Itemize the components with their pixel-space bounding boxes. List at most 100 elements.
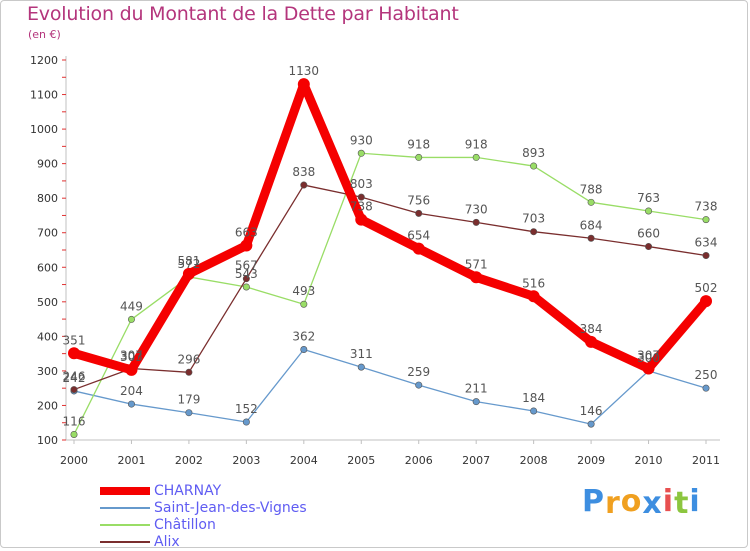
data-label-saint-jean-des-vignes: 204 [120,384,143,398]
data-point-saint-jean-des-vignes [185,409,193,417]
data-point-chatillon [242,283,250,291]
data-label-alix: 246 [63,370,86,384]
data-point-chatillon [645,207,653,215]
data-point-charnay [700,295,712,308]
data-label-chatillon: 930 [350,133,373,147]
data-label-saint-jean-des-vignes: 311 [350,347,373,361]
data-point-alix [357,193,365,201]
data-label-saint-jean-des-vignes: 152 [235,402,258,416]
x-tick-label: 2010 [635,454,663,467]
y-tick-label: 1100 [30,89,58,102]
series-line-saint-jean-des-vignes [73,348,707,425]
x-tick-label: 2007 [462,454,490,467]
data-point-charnay [297,78,310,91]
data-point-alix [70,386,78,394]
legend-label-charnay: CHARNAY [154,483,222,499]
data-label-chatillon: 116 [63,414,86,428]
data-label-chatillon: 788 [580,182,603,196]
y-tick-label: 800 [37,192,58,205]
series-line-charnay [69,79,711,375]
data-label-saint-jean-des-vignes: 242 [63,371,86,385]
data-point-alix [472,218,480,226]
data-point-chatillon [300,300,308,308]
x-tick-label: 2008 [520,454,548,467]
y-tick-label: 200 [37,399,58,412]
data-label-saint-jean-des-vignes: 211 [465,382,488,396]
chart-subtitle: (en €) [28,28,61,41]
data-point-chatillon [530,162,538,170]
data-label-charnay: 516 [522,276,545,290]
data-label-chatillon: 918 [465,137,488,151]
data-label-saint-jean-des-vignes: 362 [292,329,315,343]
x-tick-label: 2011 [692,454,720,467]
data-point-saint-jean-des-vignes [587,420,595,428]
x-tick-label: 2005 [347,454,375,467]
data-label-alix: 634 [695,236,718,250]
data-point-saint-jean-des-vignes [702,384,710,392]
data-point-alix [587,234,595,242]
y-tick-label: 600 [37,261,58,274]
data-label-chatillon: 543 [235,267,258,281]
data-point-chatillon [415,153,423,161]
legend-swatch-alix [100,541,150,543]
data-label-saint-jean-des-vignes: 250 [695,368,718,382]
y-tick-label: 700 [37,227,58,240]
data-point-saint-jean-des-vignes [530,407,538,415]
data-label-chatillon: 738 [695,200,718,214]
data-point-charnay [585,335,598,348]
x-tick-label: 2001 [117,454,145,467]
x-tick-label: 2002 [175,454,203,467]
data-label-charnay: 502 [695,281,718,295]
data-point-alix [242,275,250,283]
data-point-chatillon [70,430,78,438]
data-point-charnay [642,362,655,375]
data-label-alix: 703 [522,212,545,226]
data-point-alix [415,209,423,217]
data-label-alix: 684 [580,218,603,232]
data-label-saint-jean-des-vignes: 146 [580,404,603,418]
legend-label-saint-jean-des-vignes: Saint-Jean-des-Vignes [154,500,307,516]
data-point-chatillon [357,149,365,157]
data-label-chatillon: 918 [407,137,430,151]
data-point-charnay [240,239,253,252]
data-label-charnay: 581 [177,254,200,268]
data-point-chatillon [127,315,135,323]
data-point-charnay [125,363,138,376]
data-label-charnay: 663 [235,226,258,240]
data-label-alix: 730 [465,202,488,216]
data-label-chatillon: 763 [637,191,660,205]
x-tick-label: 2004 [290,454,318,467]
data-label-saint-jean-des-vignes: 184 [522,391,545,405]
data-point-saint-jean-des-vignes [357,363,365,371]
data-label-chatillon: 493 [292,284,315,298]
data-point-alix [185,368,193,376]
data-point-chatillon [587,198,595,206]
data-point-alix [702,252,710,260]
data-label-charnay: 571 [465,257,488,271]
data-label-charnay: 307 [637,348,660,362]
series-line-chatillon [73,152,707,436]
data-point-alix [300,181,308,189]
data-label-charnay: 384 [580,322,603,336]
x-tick-label: 2006 [405,454,433,467]
x-tick-label: 2009 [577,454,605,467]
data-point-charnay [412,242,425,255]
data-point-alix [530,228,538,236]
data-label-saint-jean-des-vignes: 300 [637,351,660,365]
data-point-chatillon [472,153,480,161]
legend-label-chatillon: Châtillon [154,517,216,533]
data-label-charnay: 303 [120,350,143,364]
data-label-chatillon: 572 [177,257,200,271]
data-label-alix: 307 [120,348,143,362]
data-label-alix: 756 [407,193,430,207]
data-label-alix: 838 [292,165,315,179]
data-label-saint-jean-des-vignes: 259 [407,365,430,379]
data-point-saint-jean-des-vignes [300,345,308,353]
y-tick-label: 300 [37,365,58,378]
data-point-charnay [355,213,368,226]
x-tick-label: 2003 [232,454,260,467]
data-label-alix: 660 [637,227,660,241]
data-label-alix: 803 [350,177,373,191]
